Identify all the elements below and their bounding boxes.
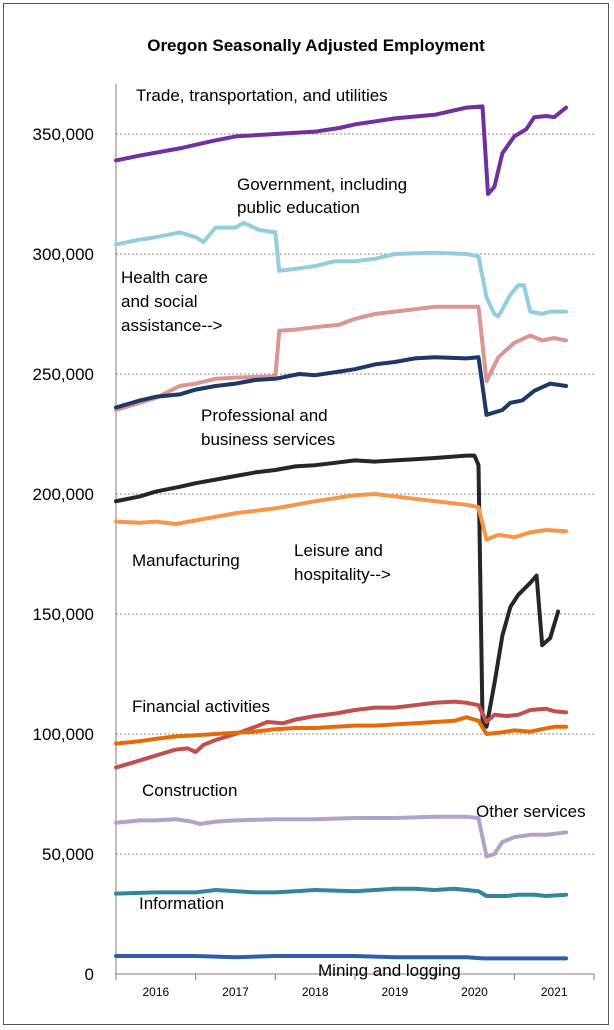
y-tick-label: 200,000 — [33, 485, 94, 504]
y-tick-label: 250,000 — [33, 365, 94, 384]
y-tick-label: 350,000 — [33, 125, 94, 144]
series-labels: Trade, transportation, and utilities Gove… — [121, 86, 586, 980]
series-label: Manufacturing — [132, 551, 240, 570]
series-line-manufacturing — [114, 492, 569, 542]
series-line-financial-activities — [114, 699, 569, 770]
series-label: public education — [237, 198, 360, 217]
y-tick-label: 100,000 — [33, 725, 94, 744]
series-label: Government, including — [237, 175, 407, 194]
series-label: Other services — [476, 802, 586, 821]
series-line-health-care-and-social-assistance — [114, 304, 569, 412]
series-line-construction — [114, 715, 569, 746]
series-label: Information — [139, 894, 224, 913]
x-tick-label: 2019 — [381, 985, 408, 999]
series-label: hospitality--> — [294, 565, 391, 584]
series-label: assistance--> — [121, 316, 223, 335]
employment-line-chart: Oregon Seasonally Adjusted Employment 0 5… — [33, 36, 595, 999]
series-label: Mining and logging — [318, 961, 461, 980]
series-lines — [114, 104, 569, 961]
y-tick-label: 150,000 — [33, 605, 94, 624]
y-tick-label: 50,000 — [42, 845, 94, 864]
x-tick-label: 2020 — [461, 985, 488, 999]
series-label: and social — [121, 292, 198, 311]
series-line-information — [114, 886, 569, 898]
series-line-mining-and-logging — [114, 954, 569, 961]
chart-title: Oregon Seasonally Adjusted Employment — [147, 36, 485, 55]
series-label: Trade, transportation, and utilities — [136, 86, 388, 105]
series-label: Construction — [142, 781, 237, 800]
series-line-leisure-and-hospitality — [114, 453, 561, 729]
x-tick-label: 2021 — [541, 985, 568, 999]
series-line-other-services — [114, 814, 569, 859]
series-label: business services — [201, 430, 335, 449]
series-label: Leisure and — [294, 541, 383, 560]
y-tick-label: 0 — [85, 965, 94, 984]
series-label: Professional and — [201, 406, 328, 425]
x-axis-ticks: 2016 2017 2018 2019 2020 2021 — [115, 974, 595, 999]
series-line-professional-and-business-services — [114, 355, 569, 417]
y-tick-label: 300,000 — [33, 245, 94, 264]
series-line-trade-transportation-and-utilities — [114, 104, 569, 196]
chart-frame: Oregon Seasonally Adjusted Employment 0 5… — [3, 3, 609, 1025]
x-tick-label: 2016 — [142, 985, 169, 999]
series-label: Health care — [121, 268, 208, 287]
gridlines — [115, 84, 594, 975]
series-label: Financial activities — [132, 697, 270, 716]
x-tick-label: 2018 — [302, 985, 329, 999]
series-line-government-including-public-education — [114, 220, 569, 319]
y-axis-ticks: 0 50,000 100,000 150,000 200,000 250,000 300,0… — [33, 125, 94, 984]
x-tick-label: 2017 — [222, 985, 249, 999]
